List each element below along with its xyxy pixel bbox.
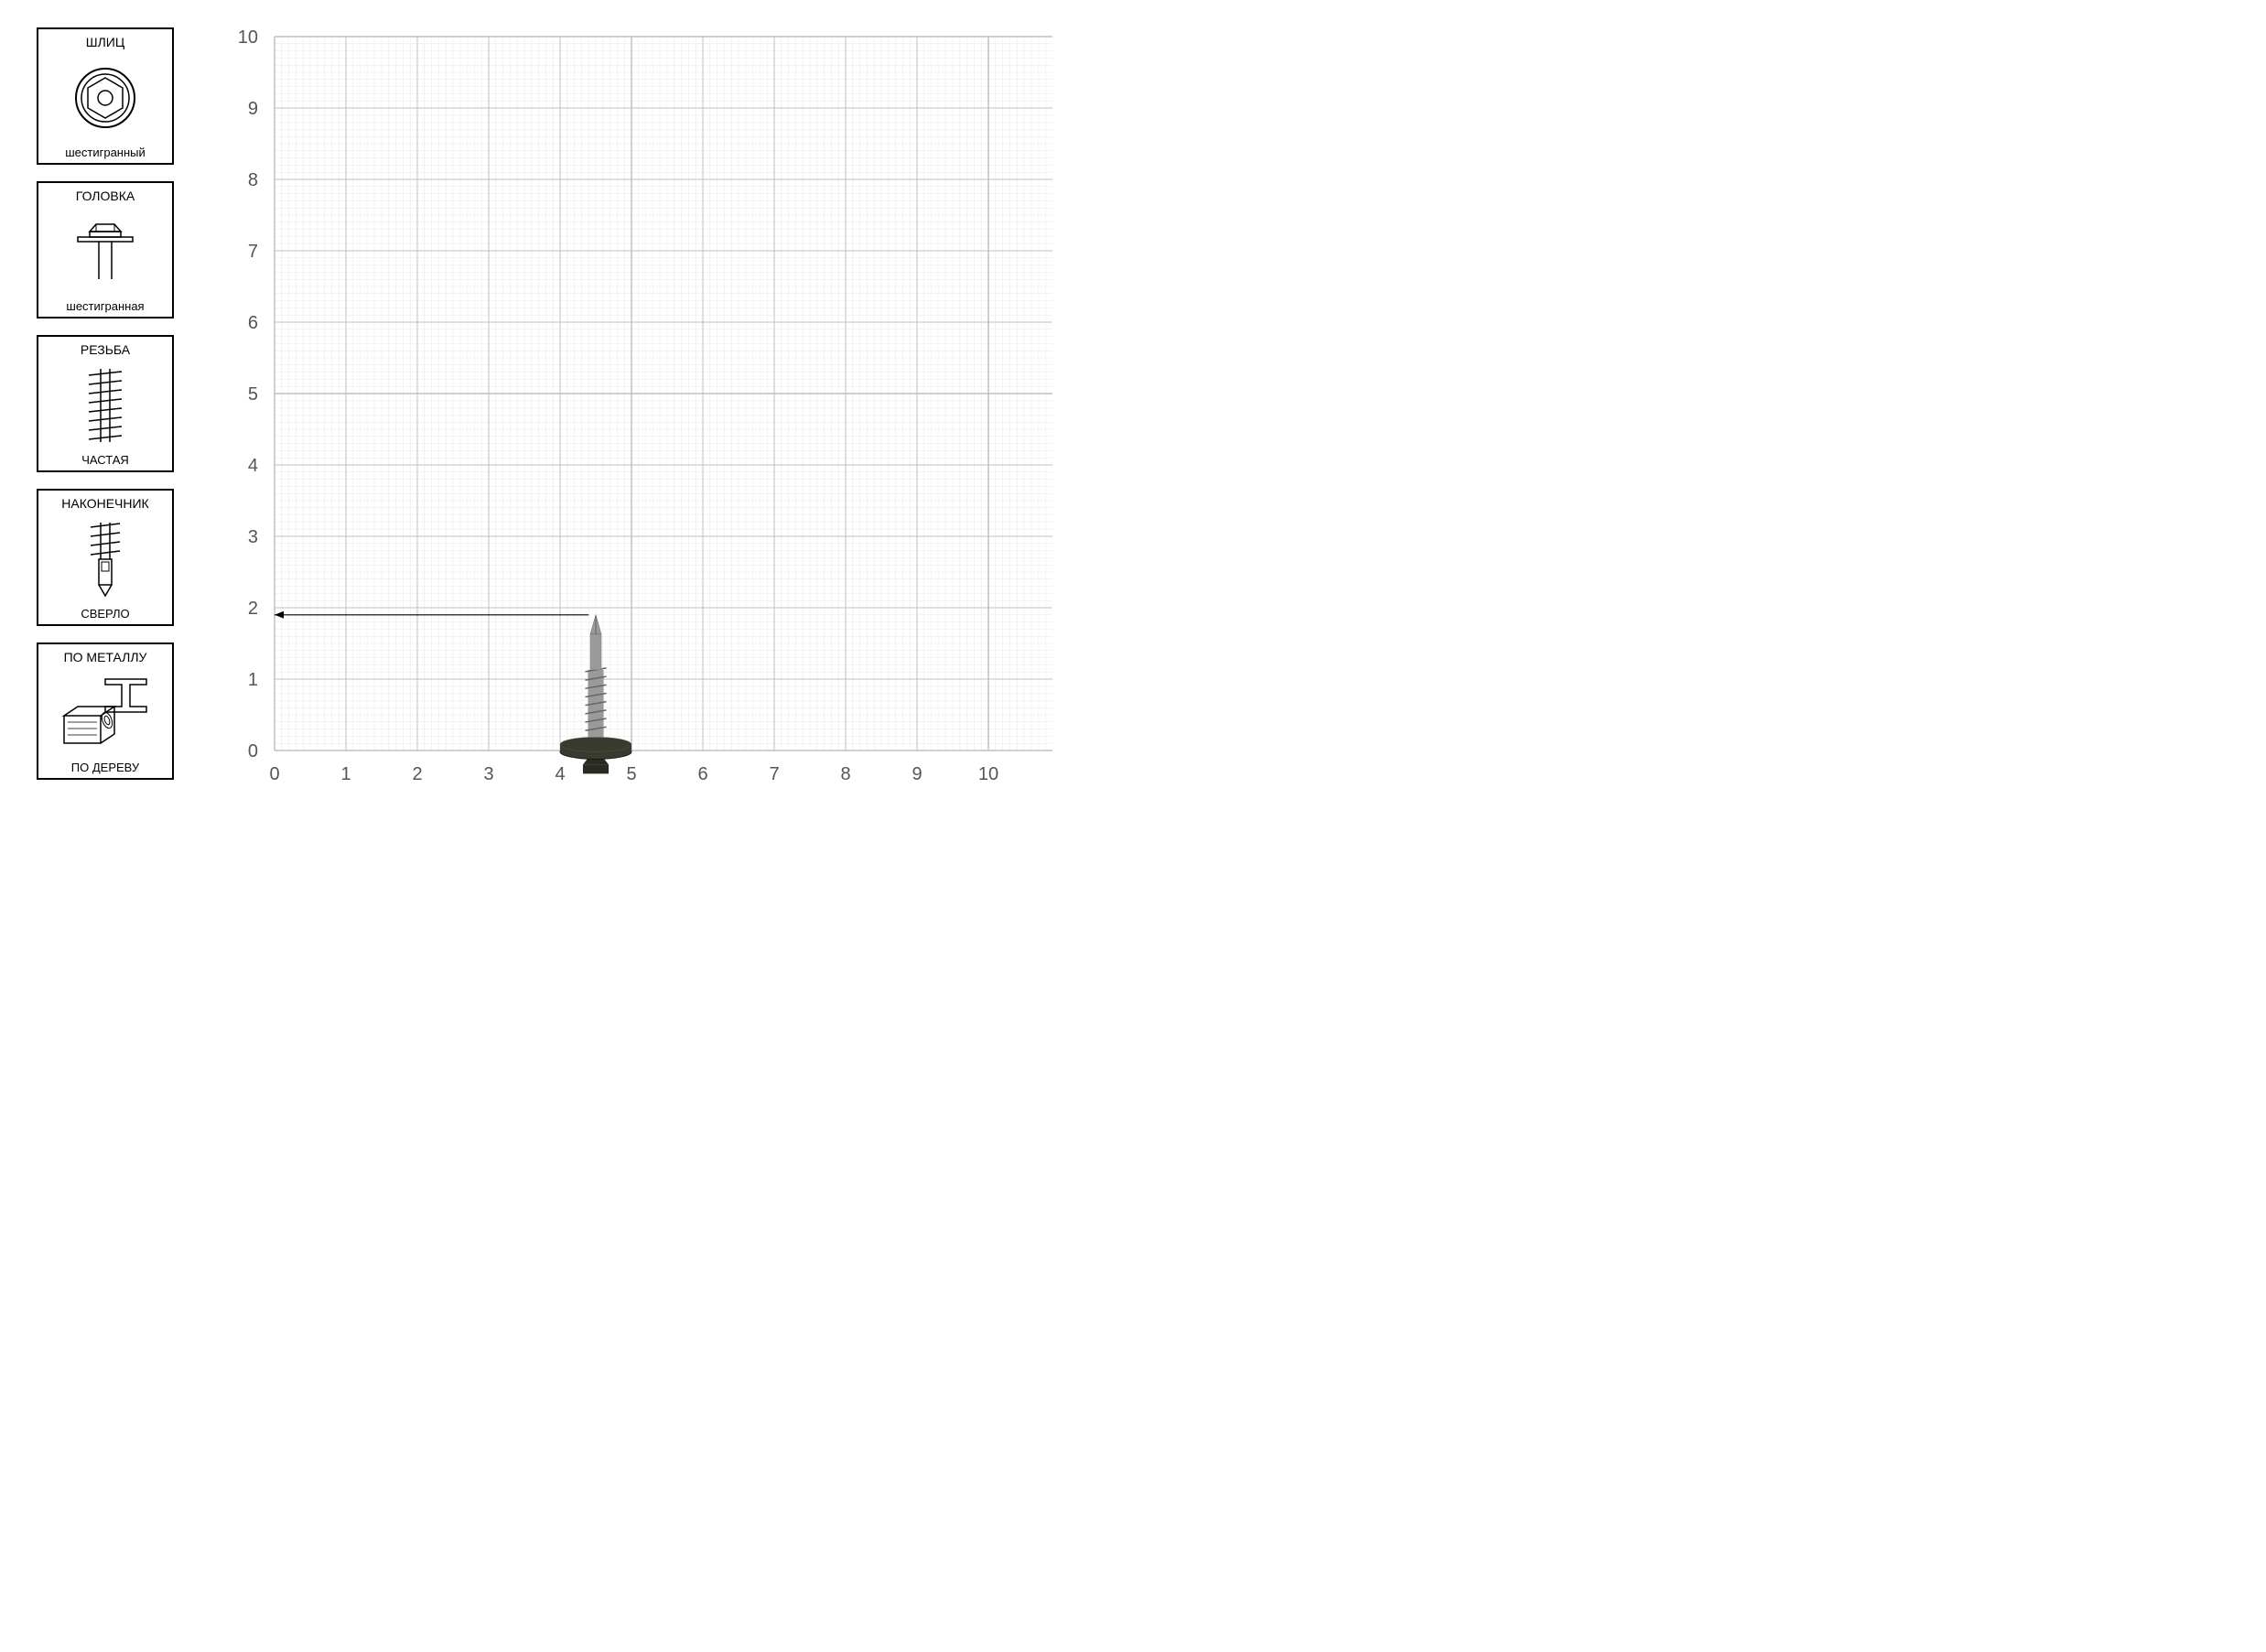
svg-text:8: 8 [840,764,850,784]
svg-text:6: 6 [248,313,258,333]
svg-text:0: 0 [248,741,258,761]
drill-tip-icon [42,511,168,607]
svg-text:5: 5 [626,764,636,784]
spec-box-tip: НАКОНЕЧНИК СВЕРЛО [37,489,174,626]
materials-icon [42,664,168,761]
svg-text:0: 0 [269,764,279,784]
spec-bottom-label: ПО ДЕРЕВУ [71,761,139,774]
svg-text:1: 1 [248,670,258,690]
svg-text:9: 9 [248,99,258,119]
hex-head-icon [42,203,168,299]
svg-text:2: 2 [248,599,258,619]
spec-bottom-label: шестигранный [65,146,146,159]
spec-box-head: ГОЛОВКА шестигранная [37,181,174,319]
grid-svg: 0 1 2 3 4 5 6 7 8 9 10 0 1 2 3 4 5 6 7 8 9 10 [220,27,1062,787]
svg-text:7: 7 [248,242,258,262]
svg-text:2: 2 [412,764,422,784]
spec-bottom-label: шестигранная [66,299,144,313]
spec-bottom-label: ЧАСТАЯ [81,453,129,467]
spec-top-label: ШЛИЦ [86,35,124,49]
svg-text:4: 4 [555,764,565,784]
svg-text:8: 8 [248,170,258,190]
hex-socket-icon [42,49,168,146]
thread-icon [42,357,168,453]
spec-top-label: ГОЛОВКА [76,189,135,203]
svg-text:7: 7 [769,764,779,784]
spec-box-materials: ПО МЕТАЛЛУ ПО ДЕРЕВУ [37,642,174,780]
svg-text:3: 3 [248,527,258,547]
spec-top-label: РЕЗЬБА [81,342,130,357]
spec-box-thread: РЕЗЬБА ЧАСТАЯ [37,335,174,472]
svg-text:3: 3 [483,764,493,784]
svg-text:1: 1 [340,764,351,784]
spec-top-label: НАКОНЕЧНИК [61,496,148,511]
svg-text:10: 10 [978,764,998,784]
svg-text:5: 5 [248,384,258,405]
svg-text:4: 4 [248,456,258,476]
svg-text:10: 10 [238,27,258,48]
svg-text:6: 6 [697,764,707,784]
spec-box-slot: ШЛИЦ шестигранный [37,27,174,165]
svg-text:9: 9 [912,764,922,784]
spec-top-label: ПО МЕТАЛЛУ [64,650,147,664]
measurement-chart: 0 1 2 3 4 5 6 7 8 9 10 0 1 2 3 4 5 6 7 8 9 10 [220,27,1062,787]
spec-sidebar: ШЛИЦ шестигранный ГОЛОВКА [37,27,174,787]
spec-bottom-label: СВЕРЛО [81,607,129,621]
